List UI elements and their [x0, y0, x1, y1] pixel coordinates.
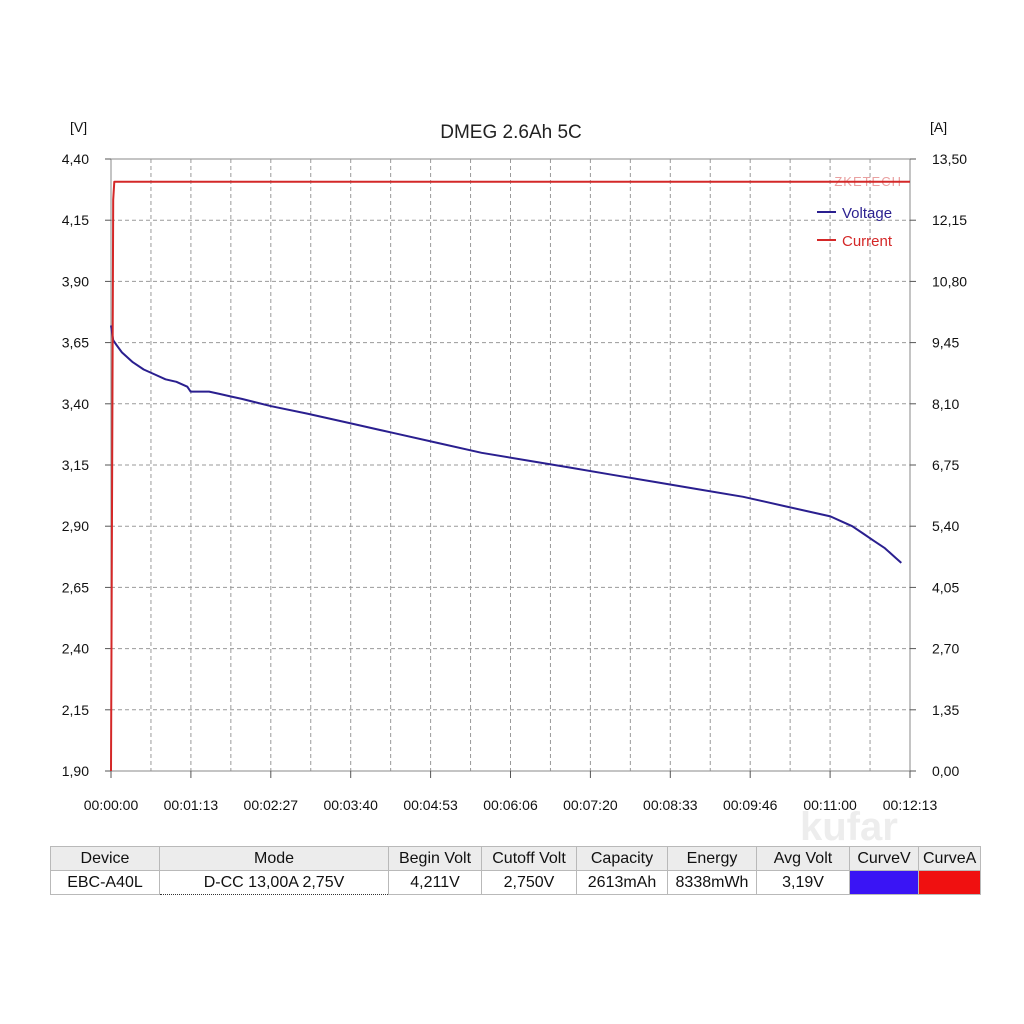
- y-left-tick-label: 3,90: [62, 273, 89, 289]
- y-left-tick-label: 4,15: [62, 212, 89, 228]
- x-tick-label: 00:12:13: [883, 797, 938, 813]
- table-header-row: Device Mode Begin Volt Cutoff Volt Capac…: [50, 846, 982, 871]
- y-left-tick-label: 3,15: [62, 457, 89, 473]
- info-table: Device Mode Begin Volt Cutoff Volt Capac…: [50, 846, 982, 895]
- kufar-watermark: kufar: [800, 805, 898, 849]
- x-tick-label: 00:02:27: [244, 797, 299, 813]
- y-right-tick-label: 5,40: [932, 518, 959, 534]
- header-device: Device: [50, 846, 160, 871]
- mode-value[interactable]: D-CC 13,00A 2,75V: [159, 870, 389, 895]
- avg-volt-value: 3,19V: [756, 870, 850, 895]
- x-tick-label: 00:07:20: [563, 797, 618, 813]
- series-line-voltage: [110, 325, 902, 564]
- device-value: EBC-A40L: [50, 870, 160, 895]
- y-right-tick-label: 2,70: [932, 641, 959, 657]
- header-energy: Energy: [667, 846, 757, 871]
- curve-v-color-swatch[interactable]: [849, 870, 919, 895]
- header-curve-a: CurveA: [917, 846, 982, 871]
- y-left-tick-label: 3,40: [62, 396, 89, 412]
- x-tick-label: 00:04:53: [403, 797, 458, 813]
- header-mode: Mode: [159, 846, 389, 871]
- series: [110, 180, 910, 772]
- x-tick-label: 00:06:06: [483, 797, 538, 813]
- x-tick-label: 00:00:00: [84, 797, 139, 813]
- legend-label-current: Current: [842, 233, 893, 250]
- legend: Voltage Current: [817, 205, 893, 250]
- header-avg-volt: Avg Volt: [756, 846, 850, 871]
- y-right-tick-label: 6,75: [932, 457, 959, 473]
- y-right-tick-label: 1,35: [932, 702, 959, 718]
- chart-title: DMEG 2.6Ah 5C: [440, 122, 582, 143]
- capacity-value: 2613mAh: [576, 870, 668, 895]
- y-right-tick-label: 0,00: [932, 763, 959, 779]
- left-axis-unit: [V]: [70, 119, 87, 135]
- y-left-tick-label: 2,40: [62, 641, 89, 657]
- y-left-tick-label: 1,90: [62, 763, 89, 779]
- y-right-tick-label: 4,05: [932, 579, 959, 595]
- y-left-tick-label: 3,65: [62, 335, 89, 351]
- x-tick-label: 00:01:13: [164, 797, 219, 813]
- begin-volt-value: 4,211V: [388, 870, 482, 895]
- y-right-tick-label: 9,45: [932, 335, 959, 351]
- series-line-current: [110, 180, 910, 772]
- legend-label-voltage: Voltage: [842, 205, 892, 222]
- header-begin-volt: Begin Volt: [388, 846, 482, 871]
- header-cutoff-volt: Cutoff Volt: [481, 846, 577, 871]
- y-right-tick-label: 10,80: [932, 273, 967, 289]
- table-row: EBC-A40L D-CC 13,00A 2,75V 4,211V 2,750V…: [50, 870, 982, 895]
- energy-value: 8338mWh: [667, 870, 757, 895]
- y-left-tick-label: 2,65: [62, 579, 89, 595]
- grid: [111, 159, 910, 771]
- y-right-tick-label: 12,15: [932, 212, 967, 228]
- y-right-tick-label: 13,50: [932, 151, 967, 167]
- header-curve-v: CurveV: [849, 846, 919, 871]
- axis-ticks: 4,40 4,15 3,90 3,65 3,40 3,15 2,90 2,65 2,40 2,15…: [62, 151, 967, 813]
- y-left-tick-label: 2,15: [62, 702, 89, 718]
- cutoff-volt-value: 2,750V: [481, 870, 577, 895]
- x-tick-label: 00:09:46: [723, 797, 778, 813]
- right-axis-unit: [A]: [930, 119, 947, 135]
- x-tick-label: 00:03:40: [323, 797, 378, 813]
- curve-a-color-swatch[interactable]: [917, 870, 982, 895]
- y-left-tick-label: 4,40: [62, 151, 89, 167]
- x-tick-label: 00:08:33: [643, 797, 698, 813]
- y-right-tick-label: 8,10: [932, 396, 959, 412]
- header-capacity: Capacity: [576, 846, 668, 871]
- x-tick-label: 00:11:00: [803, 797, 857, 813]
- y-left-tick-label: 2,90: [62, 518, 89, 534]
